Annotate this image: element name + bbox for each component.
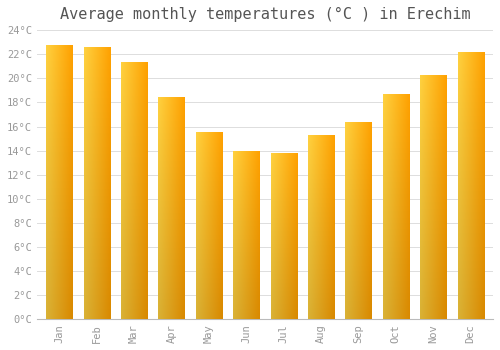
Title: Average monthly temperatures (°C ) in Erechim: Average monthly temperatures (°C ) in Er… — [60, 7, 470, 22]
